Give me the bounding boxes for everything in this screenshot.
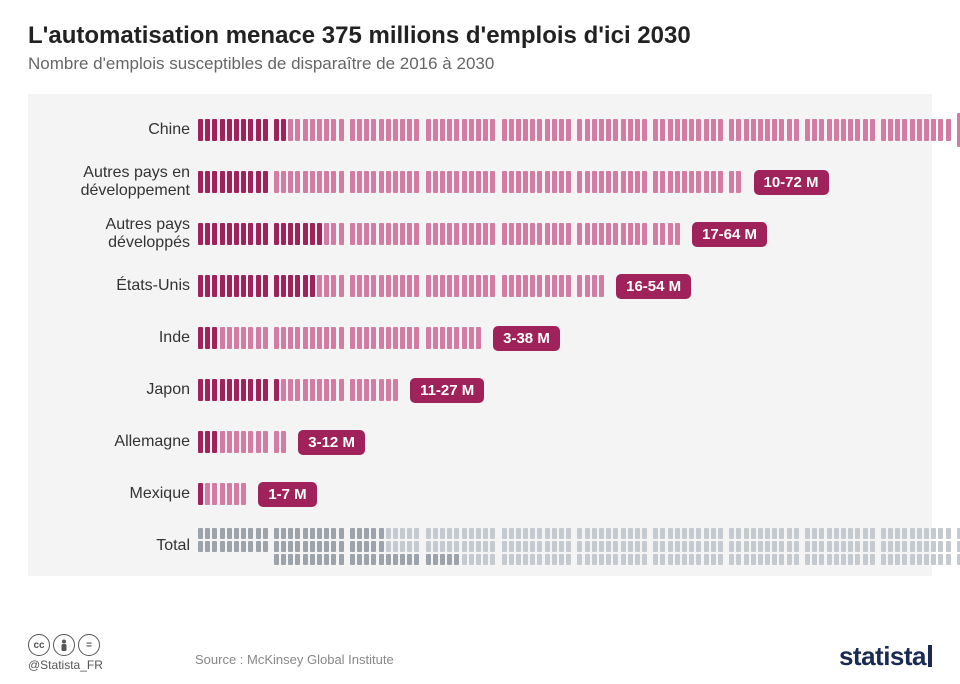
row-label: Mexique: [28, 485, 198, 503]
chart-row-total: Total75-375 M: [28, 526, 932, 566]
cc-icon: cc: [28, 634, 50, 656]
row-label: Total: [28, 537, 198, 555]
value-badge: 17-64 M: [692, 222, 767, 247]
twitter-handle: @Statista_FR: [28, 658, 103, 672]
row-label: Autres pays développés: [28, 216, 198, 253]
row-label: Allemagne: [28, 433, 198, 451]
chart-row: États-Unis 16-54 M: [28, 266, 932, 306]
chart-row: Japon 11-27 M: [28, 370, 932, 410]
nd-icon: =: [78, 634, 100, 656]
row-label: Japon: [28, 381, 198, 399]
row-label: Inde: [28, 329, 198, 347]
chart-area: Chine12-102 M Autres pays en développemen…: [28, 94, 932, 576]
license-icons: cc =: [28, 634, 103, 656]
chart-row: Autres pays développés 17-64 M: [28, 214, 932, 254]
value-badge: 11-27 M: [410, 378, 484, 403]
chart-row: Mexique 1-7 M: [28, 474, 932, 514]
chart-row: Inde 3-38 M: [28, 318, 932, 358]
row-label: États-Unis: [28, 277, 198, 295]
row-label: Autres pays en développement: [28, 164, 198, 201]
row-label: Chine: [28, 121, 198, 139]
value-badge: 3-12 M: [298, 430, 365, 455]
page-title: L'automatisation menace 375 millions d'e…: [28, 22, 932, 50]
statista-logo: statista: [839, 641, 932, 672]
value-badge: 1-7 M: [258, 482, 316, 507]
value-badge: 3-38 M: [493, 326, 560, 351]
footer: cc = @Statista_FR statista: [28, 634, 932, 672]
by-icon: [53, 634, 75, 656]
chart-row: Allemagne 3-12 M: [28, 422, 932, 462]
page-subtitle: Nombre d'emplois susceptibles de dispara…: [28, 54, 932, 74]
value-badge: 10-72 M: [754, 170, 829, 195]
value-badge: 16-54 M: [616, 274, 691, 299]
chart-row: Autres pays en développement 10-72 M: [28, 162, 932, 202]
chart-row: Chine12-102 M: [28, 110, 932, 150]
